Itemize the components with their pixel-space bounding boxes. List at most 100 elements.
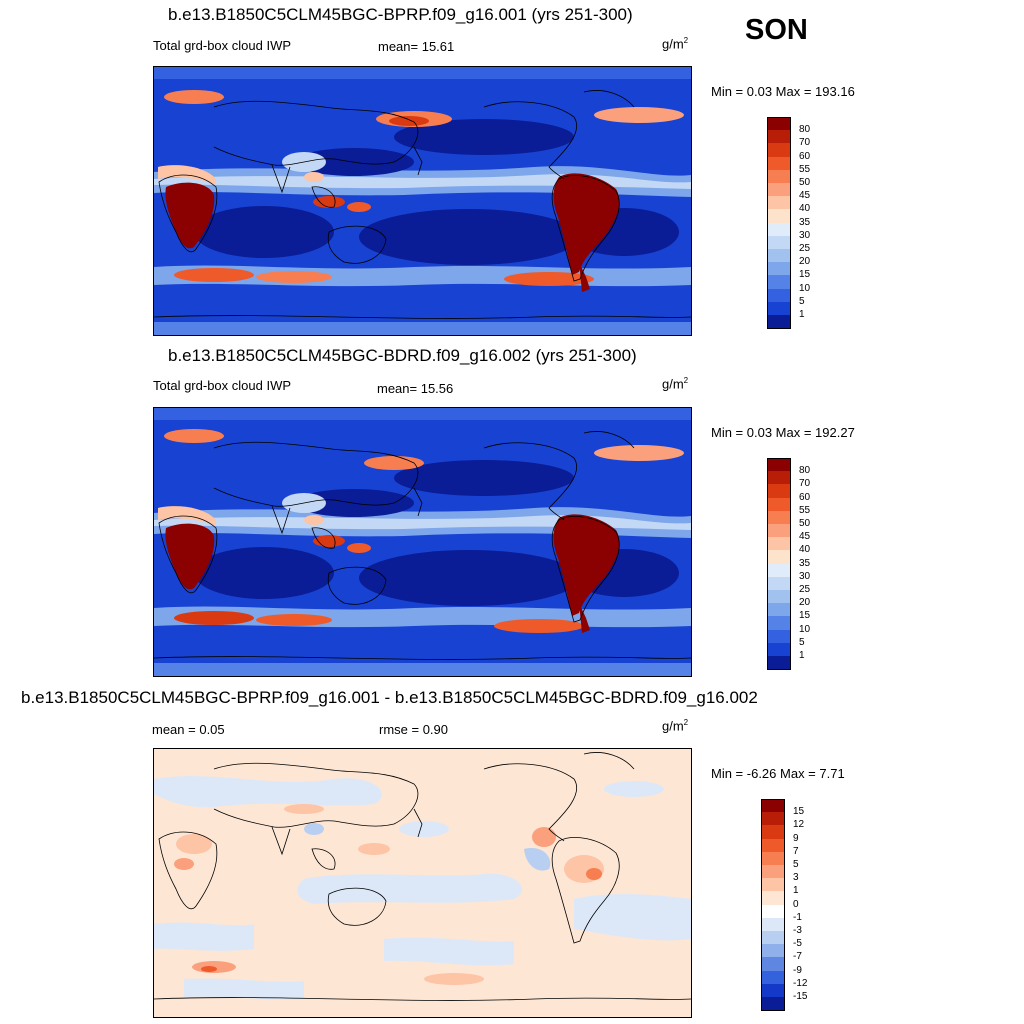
colorbar-tick-label: -5 xyxy=(793,938,802,950)
colorbar-tick-label: 40 xyxy=(799,203,811,215)
colorbar-tick-label: 10 xyxy=(799,623,811,635)
colorbar-box xyxy=(767,576,791,590)
panel3-unit-label: g/m2 xyxy=(662,718,689,734)
colorbar-tick-label: 1 xyxy=(799,309,805,320)
colorbar-box xyxy=(767,590,791,604)
colorbar-box xyxy=(767,275,791,289)
colorbar-tick-label: 20 xyxy=(799,597,811,609)
colorbar-box xyxy=(767,510,791,524)
panel1-mean-label: mean= 15.61 xyxy=(378,39,455,54)
colorbar-tick-label: 50 xyxy=(799,518,811,529)
colorbar-box xyxy=(761,878,785,892)
colorbar-tick-label: -12 xyxy=(793,977,808,989)
colorbar-box xyxy=(767,288,791,302)
colorbar-tick-label: 30 xyxy=(799,570,811,582)
colorbar-box xyxy=(761,812,785,826)
colorbar-box xyxy=(767,563,791,577)
colorbar-box xyxy=(761,997,785,1012)
colorbar-tick-label: -1 xyxy=(793,911,802,923)
colorbar-tick-label: 20 xyxy=(799,256,811,268)
colorbar-tick-label: 35 xyxy=(799,557,811,569)
colorbar-box xyxy=(767,169,791,183)
colorbar-box xyxy=(761,865,785,879)
colorbar-box xyxy=(767,156,791,170)
panel2-minmax-label: Min = 0.03 Max = 192.27 xyxy=(711,425,855,440)
panel1-minmax-label: Min = 0.03 Max = 193.16 xyxy=(711,84,855,99)
colorbar-box xyxy=(767,209,791,223)
colorbar-box xyxy=(767,537,791,551)
colorbar-box xyxy=(767,249,791,263)
colorbar-tick-label: -3 xyxy=(793,925,802,936)
colorbar-box xyxy=(761,891,785,905)
colorbar-tick-label: 30 xyxy=(799,229,811,241)
colorbar-tick-label: 15 xyxy=(799,610,811,622)
panel1-title: b.e13.B1850C5CLM45BGC-BPRP.f09_g16.001 (… xyxy=(168,5,633,24)
colorbar-tick-label: -9 xyxy=(793,964,802,976)
colorbar-box xyxy=(767,656,791,671)
colorbar-tick-label: 45 xyxy=(799,190,811,202)
colorbar-box xyxy=(767,301,791,315)
colorbar-box xyxy=(767,235,791,249)
colorbar-tick-label: 15 xyxy=(793,806,805,818)
colorbar-box xyxy=(761,944,785,958)
panel1-map-svg xyxy=(154,67,691,335)
panel3-minmax-label: Min = -6.26 Max = 7.71 xyxy=(711,766,845,781)
colorbar-box xyxy=(767,603,791,617)
colorbar-box xyxy=(767,130,791,144)
panel1-unit-label: g/m2 xyxy=(662,36,689,52)
colorbar-tick-label: 80 xyxy=(799,465,811,477)
colorbar-tick-label: 5 xyxy=(799,636,805,648)
colorbar-tick-label: 45 xyxy=(799,531,811,543)
colorbar-tick-label: 50 xyxy=(799,177,811,188)
panel1-variable-label: Total grd-box cloud IWP xyxy=(153,38,292,53)
colorbar-tick-label: -15 xyxy=(793,991,808,1002)
colorbar-box xyxy=(767,183,791,197)
colorbar-tick-label: 1 xyxy=(793,885,799,897)
panel2-unit-label: g/m2 xyxy=(662,376,689,392)
colorbar-box xyxy=(767,262,791,276)
panel3-map xyxy=(153,748,692,1018)
colorbar-tick-label: 25 xyxy=(799,584,811,595)
colorbar-tick-label: 9 xyxy=(793,832,799,844)
panel2-title: b.e13.B1850C5CLM45BGC-BDRD.f09_g16.002 (… xyxy=(168,346,637,365)
colorbar-tick-label: 55 xyxy=(799,504,811,516)
colorbar-tick-label: 55 xyxy=(799,163,811,175)
colorbar-tick-label: 70 xyxy=(799,137,811,149)
colorbar-box xyxy=(761,957,785,971)
colorbar-box xyxy=(767,196,791,210)
colorbar-box xyxy=(767,222,791,236)
colorbar-tick-label: 80 xyxy=(799,124,811,136)
colorbar-box xyxy=(767,497,791,511)
colorbar-box xyxy=(761,904,785,918)
panel2-mean-label: mean= 15.56 xyxy=(377,381,454,396)
colorbar-tick-label: 35 xyxy=(799,216,811,228)
panel2-map-svg xyxy=(154,408,691,676)
panel3-mean-label: mean = 0.05 xyxy=(152,722,225,737)
panel3-rmse-label: rmse = 0.90 xyxy=(379,722,449,737)
colorbar-tick-label: 12 xyxy=(793,819,805,831)
panel3-map-svg xyxy=(154,749,691,1017)
colorbar-box xyxy=(767,143,791,157)
colorbar-box xyxy=(767,550,791,564)
colorbar-box xyxy=(767,484,791,498)
colorbar-box xyxy=(767,616,791,630)
colorbar-tick-label: 0 xyxy=(793,898,799,910)
colorbar-box xyxy=(767,117,791,132)
colorbar-tick-label: 5 xyxy=(799,295,805,307)
colorbar-tick-label: 10 xyxy=(799,282,811,294)
colorbar-tick-label: 70 xyxy=(799,478,811,490)
colorbar-box xyxy=(767,471,791,485)
panel3-title: b.e13.B1850C5CLM45BGC-BPRP.f09_g16.001 -… xyxy=(21,688,758,707)
colorbar-box xyxy=(761,931,785,945)
colorbar-tick-label: 40 xyxy=(799,544,811,556)
colorbar-tick-label: -7 xyxy=(793,951,802,963)
panel2-variable-label: Total grd-box cloud IWP xyxy=(153,378,292,393)
colorbar-tick-label: 3 xyxy=(793,872,799,884)
colorbar-tick-label: 7 xyxy=(793,845,799,857)
colorbar-box xyxy=(761,838,785,852)
colorbar-tick-label: 60 xyxy=(799,491,811,503)
colorbar-box xyxy=(767,458,791,473)
colorbar-box xyxy=(761,825,785,839)
colorbar-box xyxy=(761,970,785,984)
colorbar-tick-label: 15 xyxy=(799,269,811,281)
